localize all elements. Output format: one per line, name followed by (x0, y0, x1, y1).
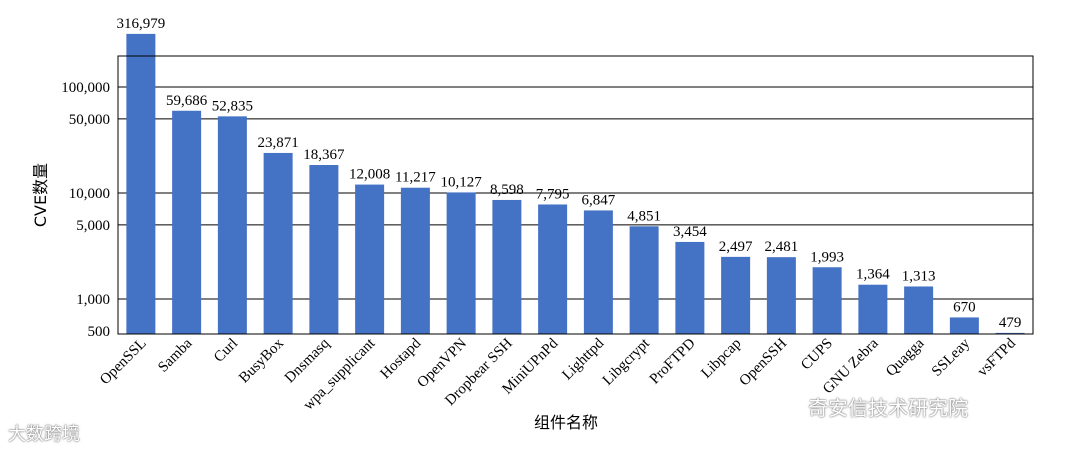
bar (995, 332, 1025, 334)
category-label: vsFTPd (975, 335, 1020, 380)
watermark-left: 大数跨境 (8, 424, 80, 445)
category-label: Libgcrypt (600, 335, 654, 389)
y-tick-label: 5,000 (76, 218, 110, 234)
bar (217, 116, 247, 334)
plot-frame (117, 55, 1034, 335)
bar (309, 165, 339, 334)
data-label: 59,686 (166, 93, 208, 109)
bar (629, 226, 659, 334)
y-tick-label: 500 (88, 324, 111, 340)
grid-lines (118, 86, 1033, 300)
data-label: 6,847 (582, 192, 616, 208)
category-label: CUPS (798, 336, 836, 374)
bars (126, 33, 1025, 335)
bar (949, 317, 979, 334)
watermark-right: 奇安信技术研究院 (808, 396, 968, 420)
data-label: 1,993 (810, 249, 844, 265)
data-label: 4,851 (627, 208, 661, 224)
bar (355, 184, 385, 334)
data-label: 52,835 (212, 98, 253, 114)
data-label: 8,598 (490, 182, 524, 198)
category-label: OpenSSH (736, 335, 790, 389)
category-label: OpenSSL (97, 336, 150, 389)
bar (858, 284, 888, 334)
bar (538, 204, 568, 334)
category-label: Libpcap (698, 336, 744, 382)
bar (766, 257, 796, 334)
bar (812, 267, 842, 334)
bar (721, 256, 751, 334)
data-label: 3,454 (673, 224, 707, 240)
bar (675, 241, 705, 334)
bar (263, 152, 293, 334)
category-label: BusyBox (236, 335, 287, 386)
bar (400, 187, 430, 334)
category-label: SSLeay (929, 335, 974, 380)
data-label: 18,367 (303, 147, 345, 163)
bar (583, 210, 613, 334)
data-label: 479 (999, 315, 1022, 331)
y-axis-title: CVE数量 (31, 163, 50, 227)
category-label: Samba (155, 335, 195, 375)
category-label: Quagga (883, 335, 928, 380)
data-label: 12,008 (349, 167, 390, 183)
data-label: 2,481 (765, 239, 799, 255)
data-label: 1,313 (902, 268, 936, 284)
x-axis-title: 组件名称 (534, 413, 598, 432)
data-label: 670 (953, 299, 976, 315)
bar (446, 192, 476, 334)
data-label: 2,497 (719, 239, 753, 255)
data-label: 11,217 (395, 170, 436, 186)
data-label: 316,979 (117, 16, 166, 32)
bar (172, 110, 202, 335)
category-label: Curl (211, 336, 241, 366)
category-label: ProFTPD (647, 335, 699, 387)
data-label: 1,364 (856, 267, 890, 283)
bar (492, 199, 522, 334)
data-label: 7,795 (536, 186, 570, 202)
data-label: 10,127 (441, 174, 483, 190)
bar (904, 286, 934, 334)
y-tick-label: 100,000 (61, 80, 110, 96)
y-axis-ticks: 500 1,000 5,000 10,000 50,000 100,000 (61, 80, 110, 340)
category-label: Hostapd (378, 335, 425, 382)
data-label: 23,871 (258, 135, 299, 151)
bar (126, 33, 156, 334)
y-tick-label: 50,000 (69, 112, 110, 128)
y-tick-label: 10,000 (69, 186, 110, 202)
y-tick-label: 1,000 (76, 292, 110, 308)
